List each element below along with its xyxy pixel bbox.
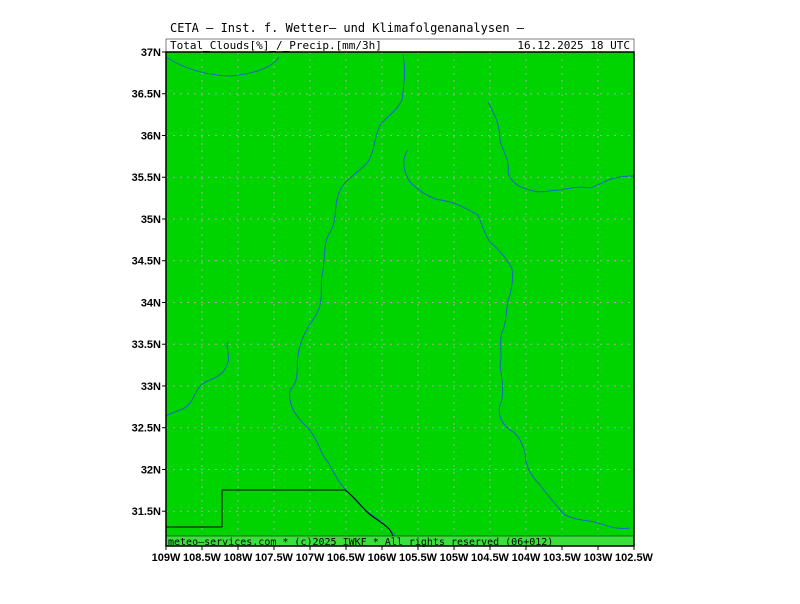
lon-tick-label: 104.5W (471, 552, 510, 564)
lat-tick-label: 37N (141, 47, 161, 59)
lon-tick-label: 106.5W (327, 552, 366, 564)
latitude-labels: 37N 36.5N 36N 35.5N 35N 34.5N 34N 33.5N 33N 32.5N… (132, 47, 166, 518)
lat-tick-label: 33N (141, 381, 161, 393)
lat-tick-label: 36.5N (132, 89, 161, 101)
longitude-labels: 109W 108.5W 108W 107.5W 107W 106.5W 106W 105.5W… (152, 546, 654, 564)
lon-tick-label: 108W (224, 552, 253, 564)
lon-tick-label: 105W (440, 552, 469, 564)
lat-tick-label: 32.5N (132, 423, 161, 435)
gridlines (166, 52, 634, 546)
lon-tick-label: 103W (584, 552, 613, 564)
parameter-label: Total_Clouds[%]_/_Precip.[mm/3h] (170, 39, 382, 52)
river-canadian (487, 101, 635, 193)
river-northwest (165, 56, 280, 77)
lat-tick-label: 34N (141, 297, 161, 309)
lon-tick-label: 108.5W (183, 552, 222, 564)
river-pecos (403, 149, 631, 529)
footer-credit: meteo—services.com * (c)2025 IWKF * All … (168, 537, 553, 548)
rivers (165, 54, 635, 536)
datetime-label: 16.12.2025 18 UTC (517, 39, 630, 52)
lat-tick-label: 33.5N (132, 339, 161, 351)
lat-tick-label: 34.5N (132, 256, 161, 268)
header-title: CETA — Inst. f. Wetter— und Klimafolgena… (170, 21, 525, 35)
lat-tick-label: 32N (141, 464, 161, 476)
mexico-border (166, 489, 396, 541)
river-west-branch (165, 341, 229, 417)
lon-tick-label: 102.5W (615, 552, 654, 564)
lon-tick-label: 107W (296, 552, 325, 564)
lat-tick-label: 31.5N (132, 506, 161, 518)
lon-tick-label: 103.5W (543, 552, 582, 564)
lat-tick-label: 35.5N (132, 172, 161, 184)
lon-tick-label: 107.5W (255, 552, 294, 564)
lat-tick-label: 35N (141, 214, 161, 226)
map-area (166, 52, 634, 546)
lon-tick-label: 106W (368, 552, 397, 564)
river-rio-grande (289, 54, 406, 536)
lat-tick-label: 36N (141, 130, 161, 142)
lon-tick-label: 105.5W (399, 552, 438, 564)
lon-tick-label: 104W (512, 552, 541, 564)
map-frame (165, 51, 635, 547)
lon-tick-label: 109W (152, 552, 181, 564)
